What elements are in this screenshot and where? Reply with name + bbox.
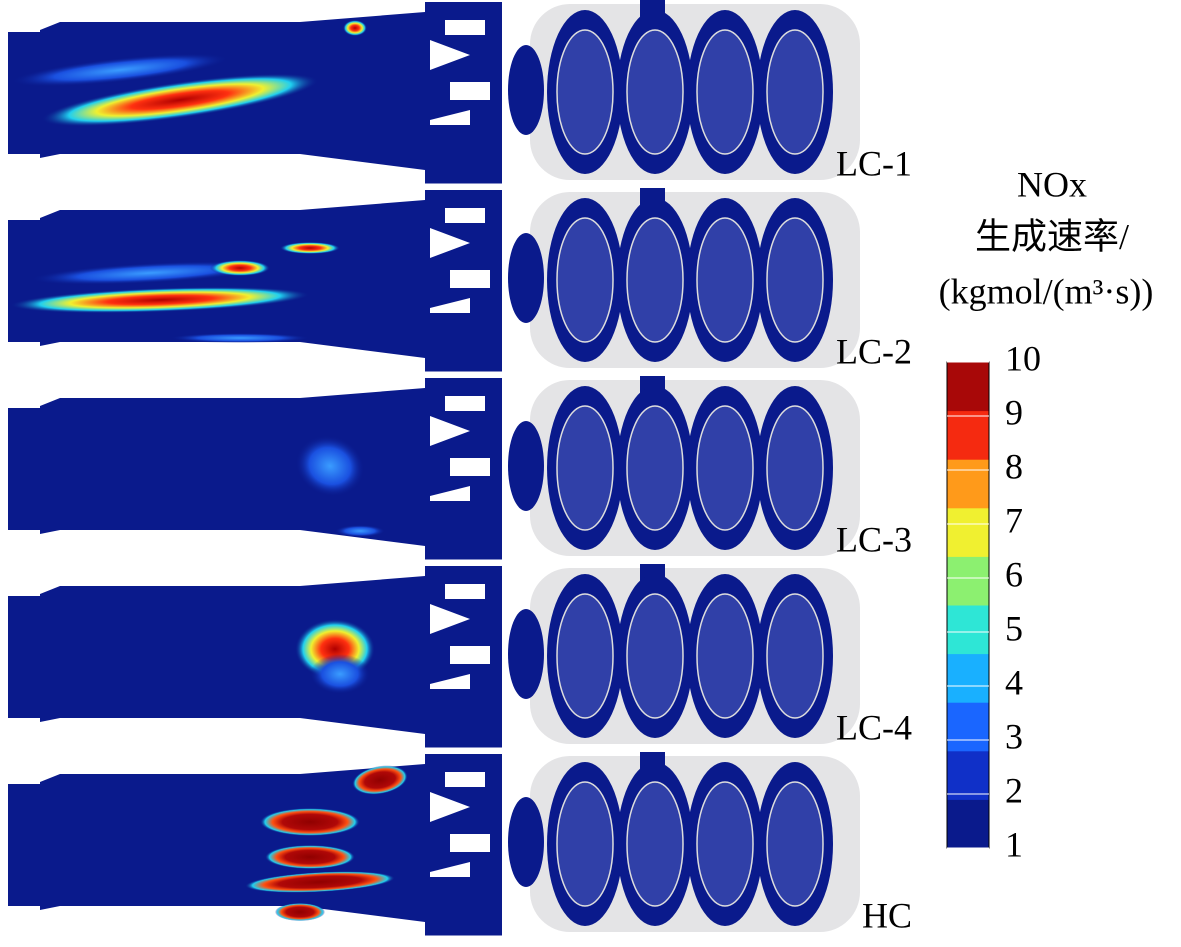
panels: LC-1 LC-2 LC-3 LC-4 HC [8, 0, 912, 939]
colorbar-tick-label: 8 [1005, 446, 1023, 486]
colorbar-band [947, 702, 989, 752]
colorbar-band [947, 556, 989, 606]
colorbar-title: NOx [1017, 164, 1087, 204]
contour [41, 73, 319, 127]
disc [508, 45, 544, 135]
colorbar-band [947, 362, 989, 412]
colorbar-title: 生成速率/ [975, 216, 1129, 256]
colorbar-band [947, 799, 989, 849]
contour [352, 765, 408, 795]
contour [245, 871, 395, 893]
disc-inner [766, 217, 824, 343]
colorbar-tick-label: 10 [1005, 338, 1041, 378]
disc-inner [626, 217, 684, 343]
case-label: LC-3 [836, 519, 912, 559]
case-panel: HC [8, 752, 912, 939]
disc-inner [696, 781, 754, 907]
contour [170, 333, 310, 343]
contour [210, 260, 270, 276]
contour [275, 903, 325, 921]
contour [10, 286, 310, 314]
contour [30, 261, 270, 285]
disc-inner [556, 593, 614, 719]
disc-inner [766, 781, 824, 907]
disc-inner [556, 781, 614, 907]
disc-inner [556, 29, 614, 155]
colorbar-tick-label: 6 [1005, 554, 1023, 594]
contour [310, 654, 370, 694]
disc [508, 421, 544, 511]
colorbar-band [947, 653, 989, 703]
disc [508, 797, 544, 887]
contour [295, 435, 365, 497]
contour [280, 242, 340, 254]
disc-inner [556, 405, 614, 531]
disc-inner [766, 593, 824, 719]
contour [260, 808, 360, 836]
colorbar-title: (kgmol/(m³·s)) [939, 271, 1154, 311]
nozzle-outline [430, 208, 490, 313]
case-panel: LC-2 [8, 188, 912, 375]
disc-inner [696, 405, 754, 531]
disc-inner [626, 593, 684, 719]
colorbar-band [947, 410, 989, 460]
disc-inner [626, 405, 684, 531]
domain [8, 378, 502, 560]
contour [343, 20, 367, 36]
contour [335, 525, 385, 537]
contour [10, 53, 230, 87]
contour [265, 845, 355, 869]
wall [8, 754, 425, 936]
case-label: HC [862, 895, 912, 935]
case-panel: LC-3 [8, 376, 912, 563]
colorbar-tick-label: 4 [1005, 662, 1023, 702]
colorbar-tick-label: 9 [1005, 392, 1023, 432]
colorbar: 1 2 3 4 5 6 7 8 9 10 [946, 338, 1041, 864]
colorbar-tick-label: 3 [1005, 716, 1023, 756]
disc-inner [766, 29, 824, 155]
case-panel: LC-4 [8, 564, 912, 751]
colorbar-band [947, 507, 989, 557]
nozzle-outline [430, 772, 490, 877]
case-label: LC-2 [836, 331, 912, 371]
wall [8, 190, 425, 372]
case-label: LC-4 [836, 707, 912, 747]
nozzle-outline [430, 584, 490, 689]
domain [8, 566, 502, 748]
wall [8, 566, 425, 748]
colorbar-tick-label: 5 [1005, 608, 1023, 648]
disc [508, 233, 544, 323]
wall [8, 378, 425, 560]
case-panel: LC-1 [8, 0, 912, 187]
domain [8, 754, 502, 936]
disc-inner [626, 781, 684, 907]
colorbar-band [947, 605, 989, 655]
disc-inner [696, 593, 754, 719]
colorbar-tick-label: 2 [1005, 770, 1023, 810]
disc [508, 609, 544, 699]
nozzle-outline [430, 20, 490, 125]
disc-inner [626, 29, 684, 155]
case-label: LC-1 [836, 143, 912, 183]
nozzle-outline [430, 396, 490, 501]
colorbar-tick-label: 1 [1005, 824, 1023, 864]
wall [8, 2, 425, 184]
disc-inner [766, 405, 824, 531]
disc-inner [556, 217, 614, 343]
colorbar-band [947, 750, 989, 800]
disc-inner [696, 217, 754, 343]
disc-inner [696, 29, 754, 155]
colorbar-tick-label: 7 [1005, 500, 1023, 540]
colorbar-band [947, 459, 989, 509]
